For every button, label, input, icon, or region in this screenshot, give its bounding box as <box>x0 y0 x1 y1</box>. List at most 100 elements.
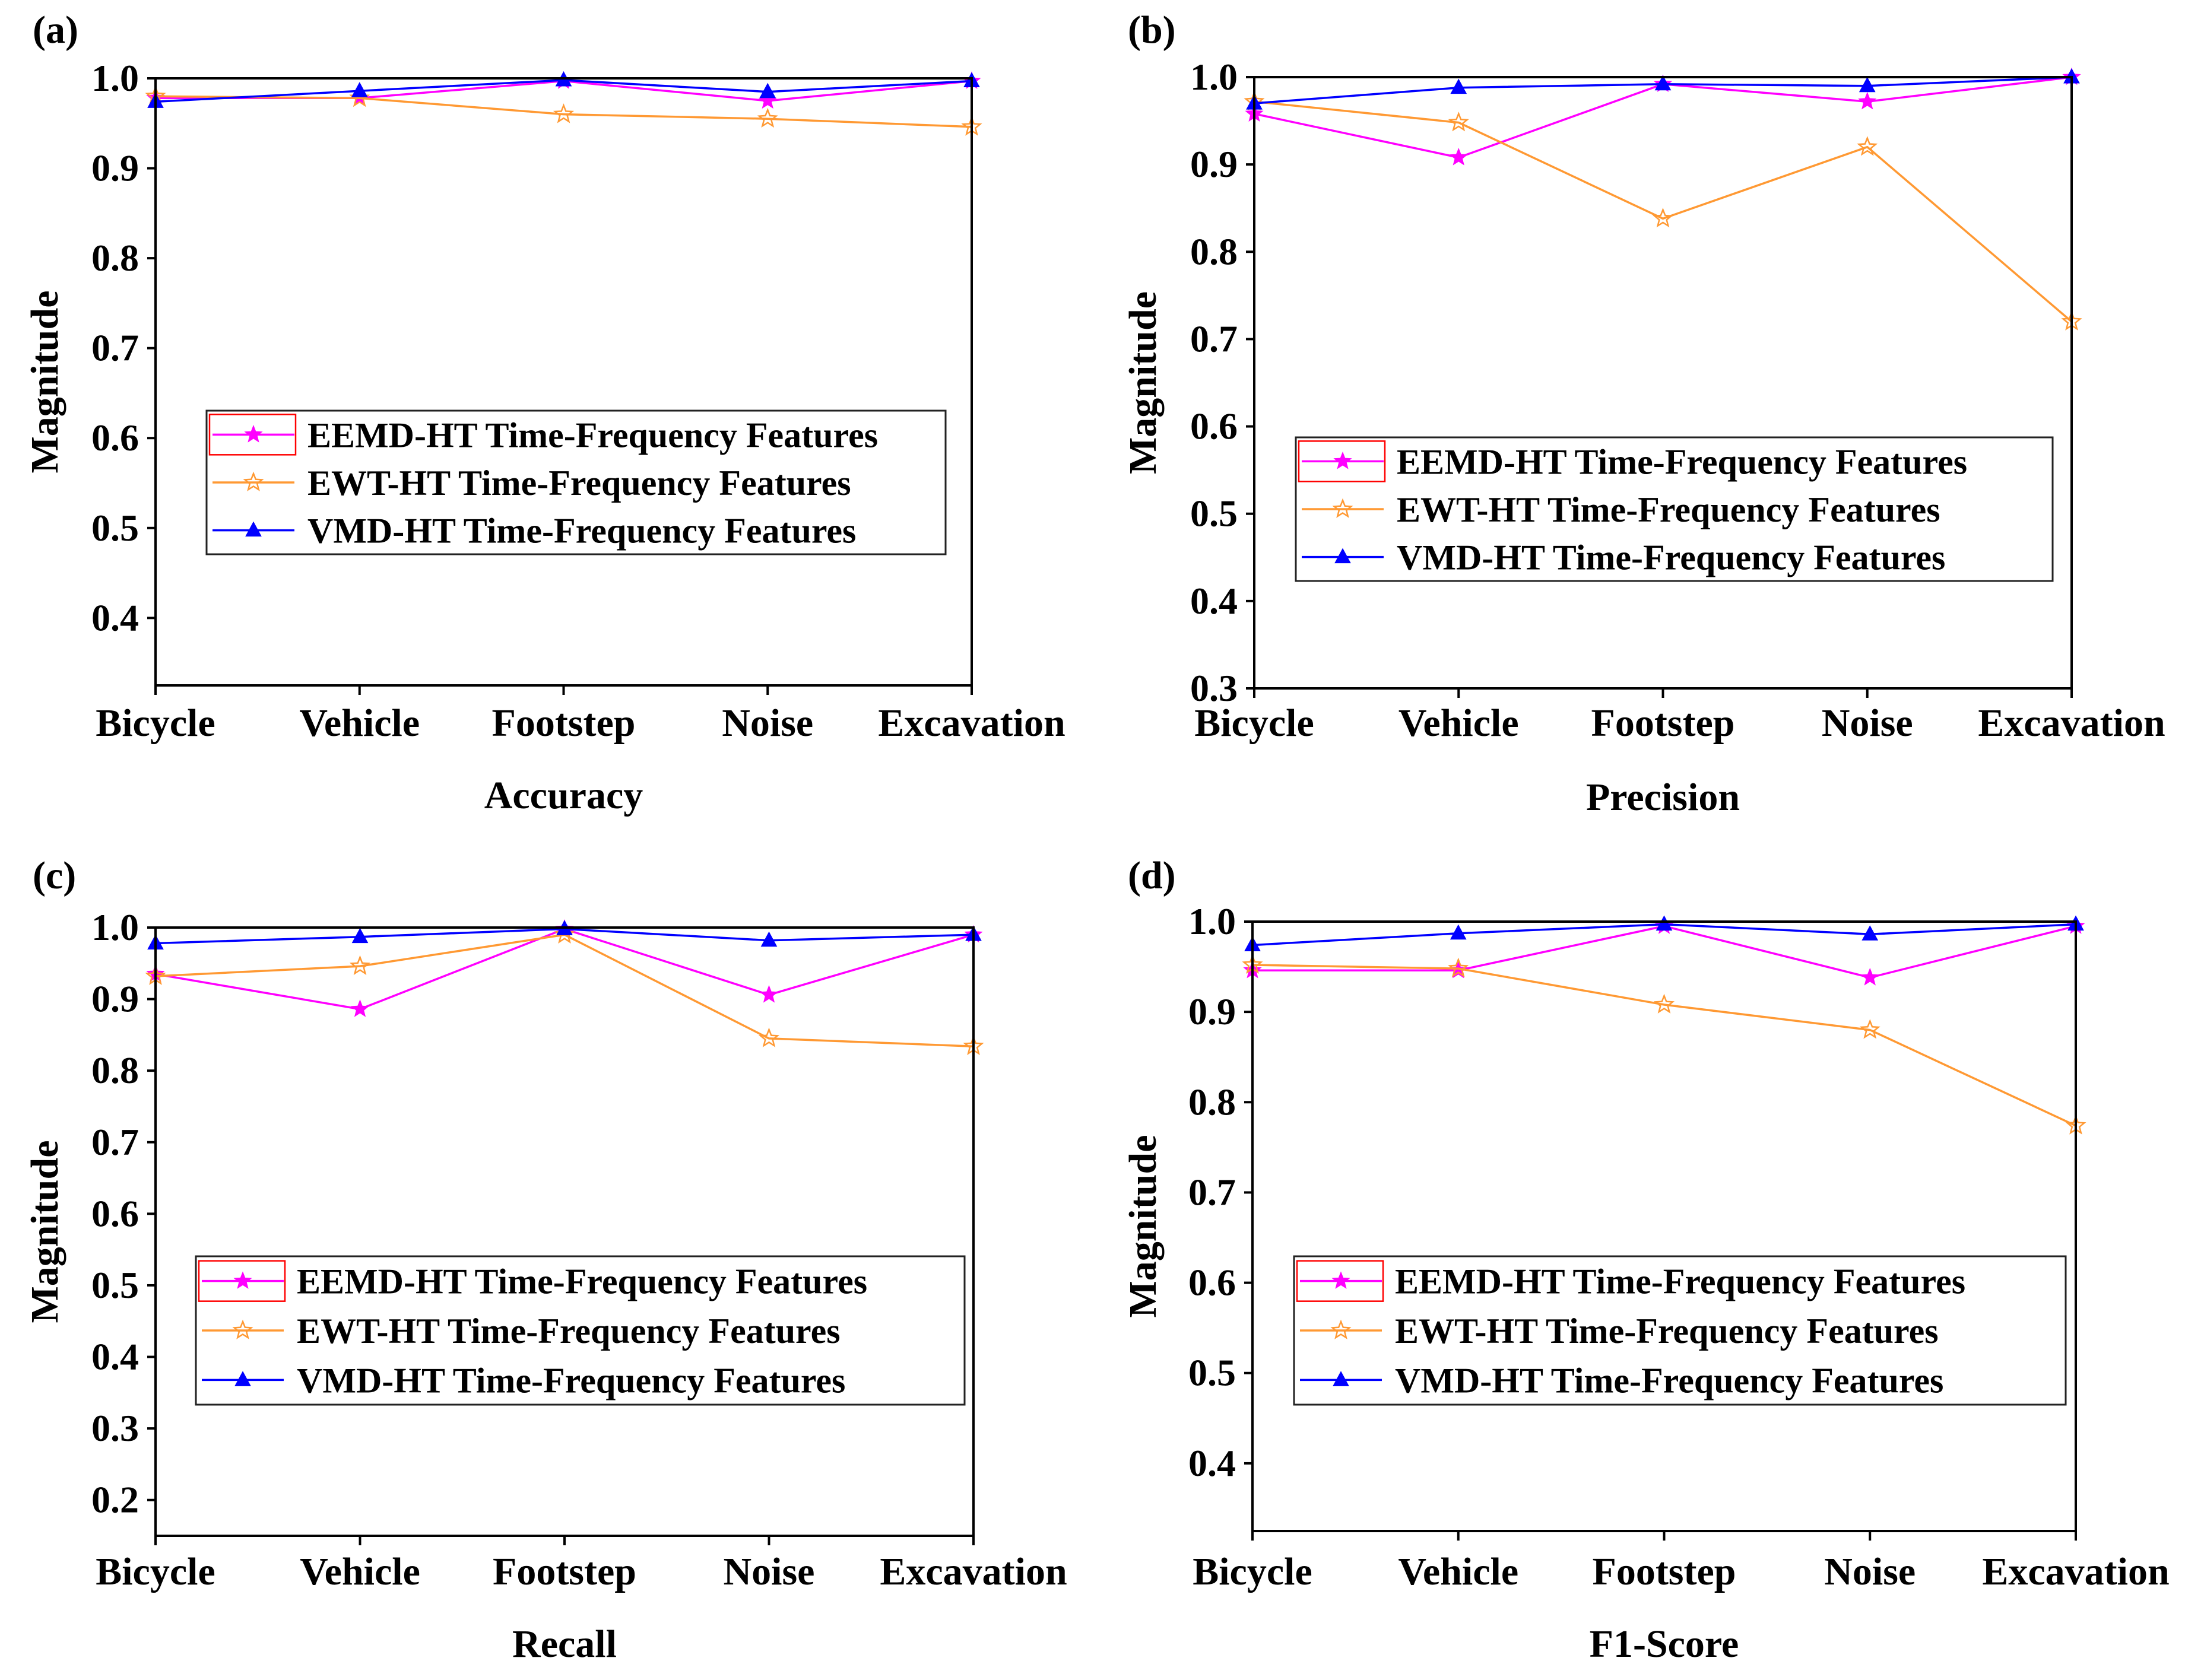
chart-panel-d: (d) 0.4 0.5 0.6 0.7 0.8 0.9 1.0 Bicycle Vehicle Fo… <box>1121 854 2170 1666</box>
data-point-ewt <box>1448 112 1469 132</box>
y-tick-label: 0.8 <box>1188 1081 1236 1123</box>
x-tick-label: Bicycle <box>96 1550 215 1593</box>
legend-label-vmd: VMD-HT Time-Frequency Features <box>307 512 856 551</box>
y-tick-label: 0.4 <box>91 1336 139 1378</box>
series-layer <box>145 919 984 1056</box>
x-tick-label: Excavation <box>1982 1550 2169 1593</box>
data-point-ewt <box>349 955 371 976</box>
x-tick-label: Footstep <box>492 701 636 745</box>
data-point-ewt <box>1652 207 1674 228</box>
series-layer <box>1244 67 2082 331</box>
legend-marker-eemd <box>1333 451 1352 469</box>
y-tick-label: 1.0 <box>1188 900 1236 942</box>
y-tick-label: 0.6 <box>1190 405 1238 447</box>
y-tick-label: 0.5 <box>91 507 139 549</box>
y-tick-label: 0.7 <box>1190 317 1238 360</box>
legend-marker-ewt <box>1330 1319 1352 1339</box>
y-tick-label: 0.7 <box>1188 1171 1236 1213</box>
y-tick-label: 0.6 <box>91 1192 139 1234</box>
data-point-ewt <box>1857 136 1878 156</box>
data-point-ewt <box>553 103 575 123</box>
plot-frame <box>154 77 973 687</box>
y-tick-label: 0.6 <box>91 417 139 459</box>
chart-panel-a: (a) 0.4 0.5 0.6 0.7 0.8 0.9 1.0 Bicycle Vehicle Fo… <box>23 8 1065 817</box>
x-tick-label: Noise <box>724 1550 815 1593</box>
x-tick-label: Noise <box>1822 701 1913 745</box>
legend: EEMD-HT Time-Frequency Features EWT-HT Ti… <box>1293 1255 2067 1406</box>
legend-marker-eemd <box>233 1271 252 1289</box>
legend-swatch-frame <box>1298 440 1386 482</box>
data-point-ewt <box>1859 1019 1880 1039</box>
legend-box <box>195 1255 966 1406</box>
x-tick-label: Vehicle <box>1398 701 1519 745</box>
series-line-ewt <box>1254 100 2073 323</box>
legend: EEMD-HT Time-Frequency Features EWT-HT Ti… <box>205 409 947 555</box>
series-layer <box>1242 915 2086 1135</box>
x-axis-label: Accuracy <box>484 774 643 817</box>
legend-marker-eemd <box>244 424 263 443</box>
x-tick-label: Bicycle <box>1193 1550 1312 1593</box>
data-point-eemd <box>759 985 779 1003</box>
data-point-eemd <box>1860 967 1879 986</box>
y-tick-label: 0.3 <box>1190 667 1238 709</box>
y-tick-label: 0.5 <box>1188 1352 1236 1394</box>
legend-label-ewt: EWT-HT Time-Frequency Features <box>297 1311 841 1351</box>
x-axis-label: Precision <box>1586 776 1740 819</box>
x-axis-label: F1-Score <box>1590 1622 1739 1666</box>
legend-box <box>1295 436 2054 582</box>
legend-label-vmd: VMD-HT Time-Frequency Features <box>297 1361 845 1400</box>
y-tick-label: 0.7 <box>91 1121 139 1163</box>
y-tick-label: 1.0 <box>91 906 139 948</box>
legend-marker-ewt <box>1332 498 1353 518</box>
y-tick-label: 0.2 <box>91 1479 139 1521</box>
plot-frame <box>1253 76 2073 690</box>
x-tick-label: Bicycle <box>1194 701 1314 745</box>
legend-swatch-frame <box>208 414 297 456</box>
series-line-eemd <box>155 928 974 1011</box>
y-tick-label: 0.8 <box>91 237 139 279</box>
y-tick-label: 0.9 <box>1190 143 1238 185</box>
x-tick-label: Vehicle <box>299 701 420 745</box>
y-tick-label: 0.5 <box>91 1264 139 1306</box>
series-layer <box>145 71 982 136</box>
legend-label-eemd: EEMD-HT Time-Frequency Features <box>1397 442 1967 481</box>
y-axis-label: Magnitude <box>23 290 66 473</box>
legend-marker-vmd <box>1334 548 1351 564</box>
legend-swatch-frame <box>1296 1260 1384 1302</box>
data-point-vmd <box>760 931 778 947</box>
x-tick-label: Vehicle <box>300 1550 420 1593</box>
data-point-vmd <box>759 82 776 99</box>
data-point-eemd <box>1858 91 1877 110</box>
y-tick-label: 0.9 <box>1188 990 1236 1033</box>
x-tick-label: Noise <box>722 701 813 745</box>
data-point-ewt <box>554 923 575 944</box>
y-axis-label: Magnitude <box>23 1140 66 1323</box>
legend-marker-vmd <box>234 1371 251 1386</box>
x-tick-label: Excavation <box>1978 701 2165 745</box>
legend-marker-vmd <box>245 521 262 537</box>
data-point-vmd <box>1450 924 1467 940</box>
data-point-vmd <box>1859 77 1876 93</box>
y-tick-label: 0.9 <box>91 978 139 1020</box>
y-tick-label: 1.0 <box>1190 56 1238 98</box>
series-line-eemd <box>1252 925 2076 979</box>
data-point-eemd <box>1449 148 1468 166</box>
data-point-ewt <box>757 107 778 128</box>
data-point-ewt <box>758 1027 780 1047</box>
data-point-ewt <box>1448 957 1469 978</box>
legend-label-ewt: EWT-HT Time-Frequency Features <box>307 463 851 503</box>
chart-panel-b: (b) 0.3 0.4 0.5 0.6 0.7 0.8 0.9 1.0 Bicycle Vehicl… <box>1121 8 2165 819</box>
legend-marker-eemd <box>1331 1271 1350 1289</box>
panel-label: (c) <box>33 854 76 897</box>
y-tick-label: 0.8 <box>1190 230 1238 272</box>
legend-label-ewt: EWT-HT Time-Frequency Features <box>1397 490 1940 529</box>
y-tick-label: 0.4 <box>1190 580 1238 622</box>
x-tick-label: Footstep <box>493 1550 636 1593</box>
panel-label: (a) <box>33 8 78 52</box>
legend: EEMD-HT Time-Frequency Features EWT-HT Ti… <box>195 1255 966 1406</box>
panel-label: (b) <box>1128 8 1176 52</box>
data-point-vmd <box>351 928 369 944</box>
y-tick-label: 0.9 <box>91 147 139 189</box>
data-point-vmd <box>1861 925 1879 941</box>
x-tick-label: Bicycle <box>96 701 215 745</box>
